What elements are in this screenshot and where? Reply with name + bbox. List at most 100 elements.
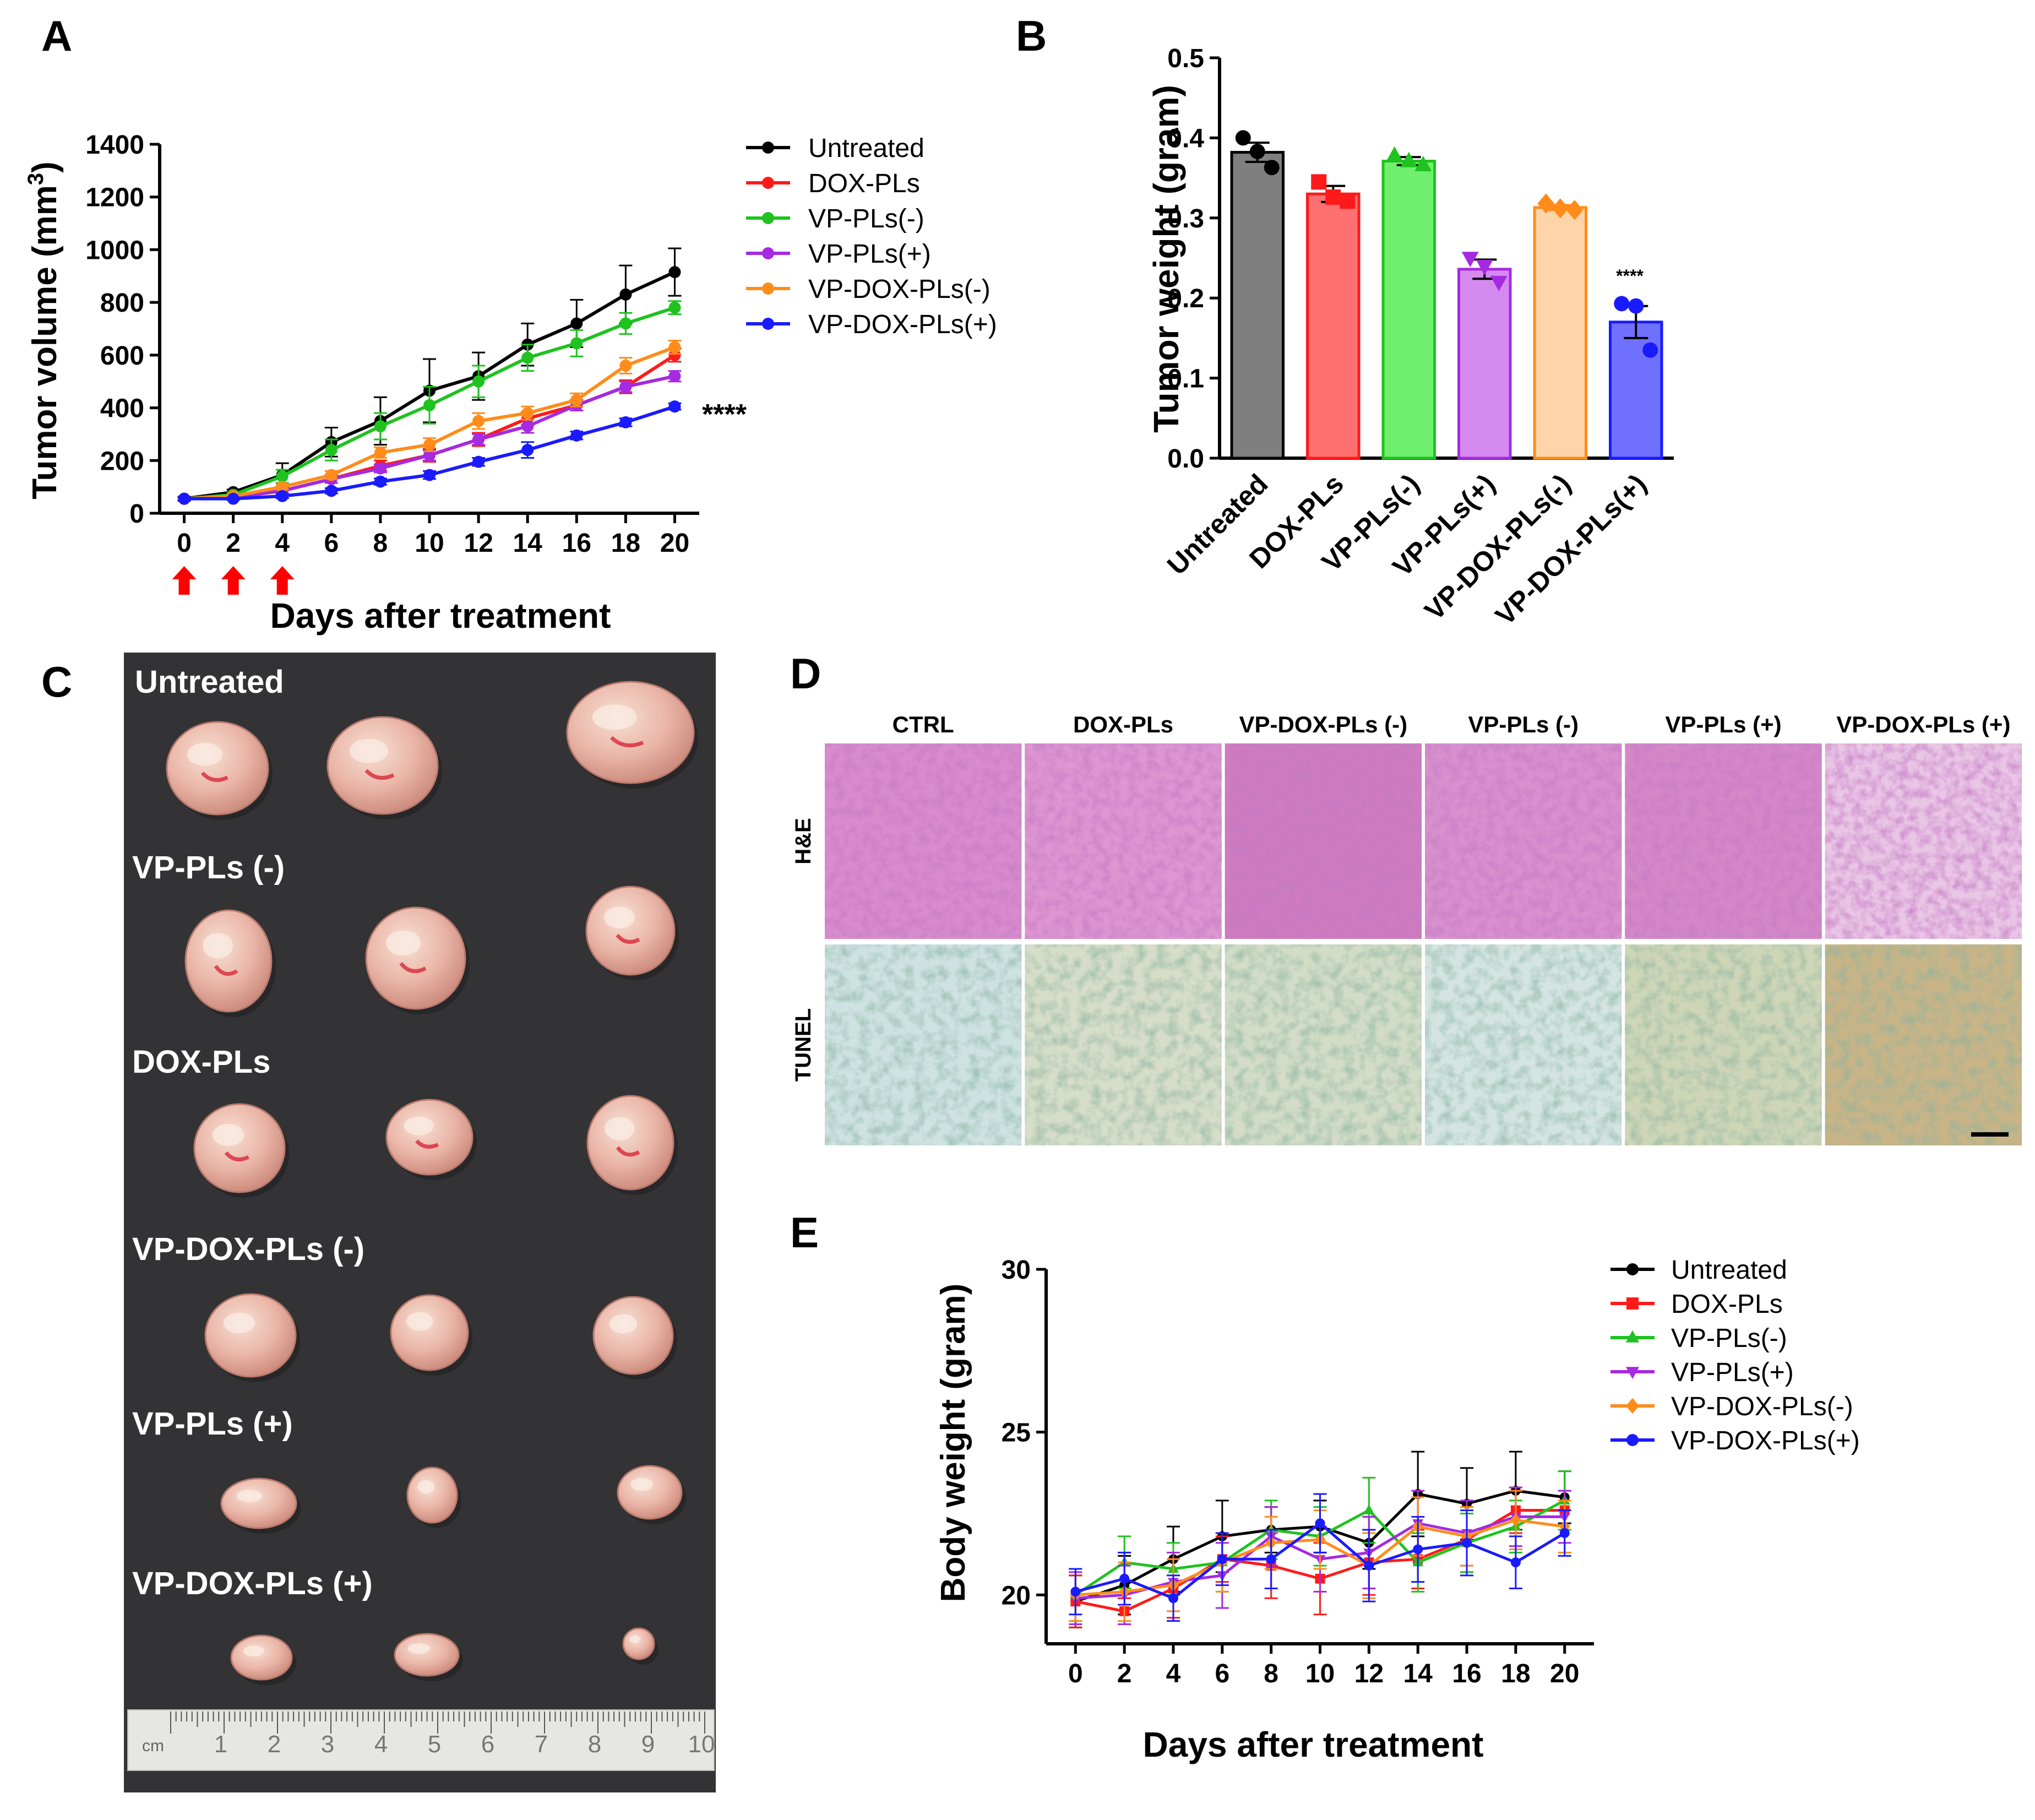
legend-label: VP-DOX-PLs(-) xyxy=(1671,1392,1853,1421)
data-point xyxy=(1490,275,1508,291)
tumor-body xyxy=(617,1465,683,1520)
y-tick-label: 0.0 xyxy=(1167,444,1204,474)
group-label: VP-DOX-PLs (-) xyxy=(132,1231,364,1267)
column-label: VP-DOX-PLs (-) xyxy=(1239,711,1407,737)
x-tick-label: 18 xyxy=(1501,1659,1530,1688)
ruler-number: 5 xyxy=(428,1731,441,1758)
bar xyxy=(1457,268,1512,460)
tumor-highlight xyxy=(187,742,223,766)
blood-vessel xyxy=(616,933,640,944)
histology-image xyxy=(825,743,1022,939)
data-point xyxy=(374,446,387,459)
data-point xyxy=(1566,200,1584,220)
data-point xyxy=(1537,193,1555,214)
tunel-texture xyxy=(825,944,1022,1145)
ruler-number: 6 xyxy=(481,1731,494,1758)
data-point xyxy=(1476,259,1493,275)
tumor-highlight xyxy=(223,1312,255,1334)
data-point xyxy=(423,469,436,481)
x-tick-label: 0 xyxy=(1068,1659,1083,1688)
ruler-number: 7 xyxy=(535,1731,548,1758)
ruler-number: 4 xyxy=(374,1731,388,1758)
group-label: DOX-PLs xyxy=(132,1044,270,1080)
data-point xyxy=(1559,1528,1570,1538)
bar xyxy=(1230,151,1285,460)
y-tick-label: 0 xyxy=(129,499,144,529)
panel-letter-d: D xyxy=(790,649,821,698)
x-tick-label: 14 xyxy=(1403,1659,1433,1688)
tumor-body xyxy=(230,1634,293,1681)
data-point xyxy=(1386,146,1403,162)
panel-a-xlabel: Days after treatment xyxy=(270,596,611,635)
data-point xyxy=(668,266,681,279)
tunel-texture xyxy=(1025,944,1222,1145)
series-VP-DOX-PLs(+) xyxy=(1069,1493,1571,1622)
data-point xyxy=(570,394,583,406)
tumor-sample xyxy=(592,1296,677,1379)
tunel-texture xyxy=(1825,944,2022,1145)
x-tick-label: 10 xyxy=(1305,1659,1335,1688)
legend-label: DOX-PLs xyxy=(1671,1290,1783,1319)
panel-a-line-chart: 0 200 400 600 800 1000 1200 1400 0 2 4 6 8 10 12 14 16 18… xyxy=(24,131,997,635)
panel-letter-b: B xyxy=(1016,12,1047,60)
data-point xyxy=(423,438,436,451)
treatment-arrow-icon xyxy=(270,566,295,595)
series-Untreated xyxy=(177,247,682,505)
y-tick-label: 0.3 xyxy=(1167,204,1204,233)
row-label: TUNEL xyxy=(791,1008,815,1082)
data-point xyxy=(1413,1544,1423,1555)
x-tick-label: 8 xyxy=(373,529,388,558)
tumor-body xyxy=(585,885,676,976)
tumor-highlight xyxy=(203,933,233,959)
panel-d-histology: CTRL DOX-PLs VP-DOX-PLs (-) VP-PLs (-) VP-PL… xyxy=(791,711,2022,1145)
legend-marker xyxy=(1625,1330,1640,1343)
he-texture xyxy=(1625,743,1822,939)
bar xyxy=(1381,160,1436,460)
tumor-sample xyxy=(220,1477,301,1534)
histology-image xyxy=(1825,743,2022,939)
data-point xyxy=(1461,252,1479,268)
tumor-body xyxy=(193,1103,286,1193)
data-point xyxy=(1119,1573,1130,1584)
tumor-sample xyxy=(566,681,698,789)
column-label: VP-PLs (+) xyxy=(1665,711,1781,737)
x-tick-label: 2 xyxy=(226,529,241,558)
legend-marker xyxy=(1626,1434,1639,1446)
panel-letter-a: A xyxy=(41,12,72,60)
tumor-highlight xyxy=(417,1480,435,1494)
blood-vessel xyxy=(224,1151,249,1161)
ruler-number: 9 xyxy=(641,1731,655,1758)
bar xyxy=(1306,192,1361,460)
data-point xyxy=(619,381,632,393)
panel-e-line-chart: 20 25 30 0 2 4 6 8 10 12 14 16 18 20 Body weight (gra… xyxy=(934,1256,1860,1764)
x-tick-label: 6 xyxy=(324,529,339,558)
tumor-highlight xyxy=(386,930,421,956)
y-tick-label: 0.5 xyxy=(1167,44,1204,73)
panel-e-xlabel: Days after treatment xyxy=(1143,1725,1484,1764)
data-point xyxy=(521,407,534,420)
tumor-body xyxy=(622,1627,655,1660)
tumor-sample xyxy=(394,1633,463,1681)
x-tick-label: 16 xyxy=(1452,1659,1481,1688)
data-point xyxy=(1628,298,1644,314)
he-texture xyxy=(1025,743,1222,939)
data-point xyxy=(570,317,583,330)
tumor-body xyxy=(406,1466,458,1524)
data-point xyxy=(1070,1587,1081,1597)
column-label: CTRL xyxy=(893,711,954,737)
x-tick-label: 8 xyxy=(1264,1659,1278,1688)
legend-label: VP-PLs(-) xyxy=(808,204,924,233)
panel-b-ylabel: Tumor weight (gram) xyxy=(1146,85,1186,433)
data-point xyxy=(1235,130,1251,146)
data-point xyxy=(374,462,387,475)
ruler-body xyxy=(127,1709,715,1771)
data-point xyxy=(1340,193,1356,209)
series-VP-DOX-PLs(+) xyxy=(177,400,682,505)
he-texture xyxy=(1425,743,1622,939)
data-point xyxy=(423,449,436,461)
data-point xyxy=(276,470,289,482)
blood-vessel xyxy=(616,1146,640,1157)
panel-a-series xyxy=(177,247,682,505)
tumor-body xyxy=(394,1633,460,1677)
data-point xyxy=(570,337,583,350)
